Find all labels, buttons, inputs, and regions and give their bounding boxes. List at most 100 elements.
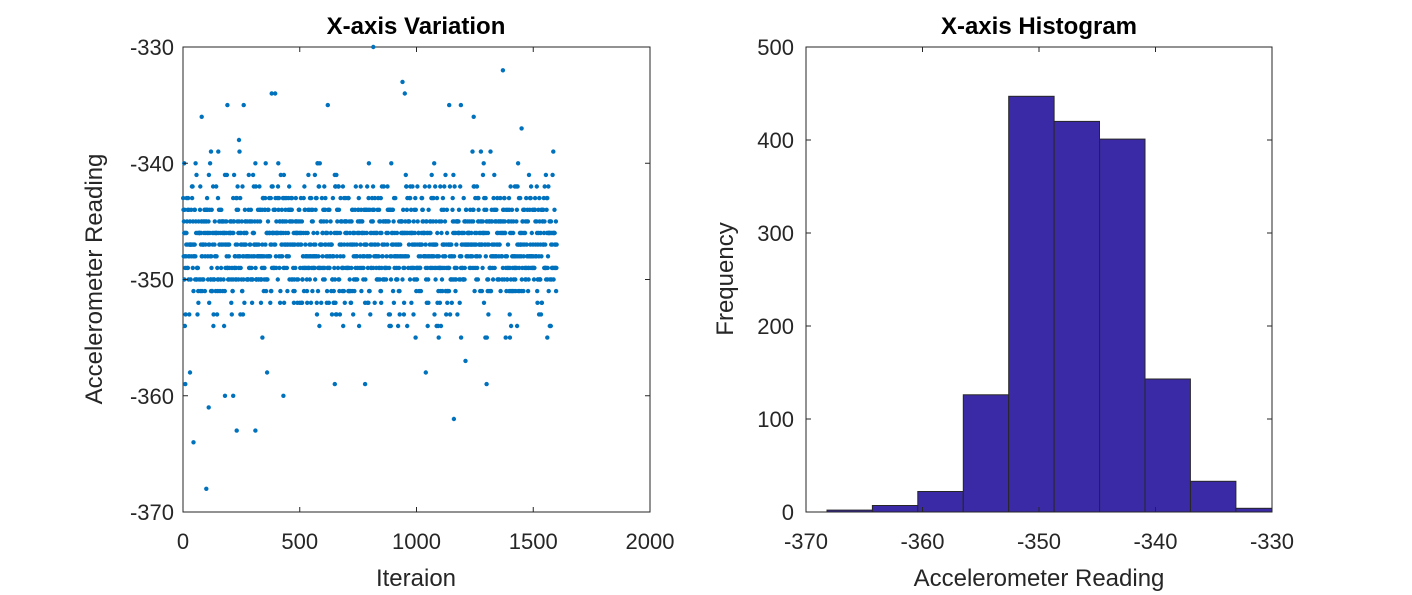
scatter-point [313, 277, 318, 282]
scatter-point [253, 265, 258, 271]
scatter-point [444, 207, 450, 212]
scatter-point [535, 300, 540, 305]
scatter-point [474, 184, 480, 189]
scatter-point [438, 323, 444, 329]
scatter-point [480, 172, 486, 178]
scatter-point [486, 242, 491, 247]
scatter-point [440, 288, 445, 294]
scatter-point [551, 277, 556, 282]
scatter-point [286, 254, 291, 259]
scatter-point [218, 265, 224, 271]
scatter-point [316, 184, 322, 189]
scatter-point [436, 335, 441, 340]
scatter-point [419, 195, 425, 201]
scatter-point [475, 265, 480, 271]
scatter-point [486, 277, 491, 282]
scatter-point [359, 288, 364, 294]
scatter-point [528, 195, 533, 201]
scatter-point [447, 265, 452, 271]
histogram-x-tick-label: -330 [1250, 529, 1294, 554]
scatter-point [333, 300, 338, 305]
scatter-point [295, 277, 301, 282]
scatter-point [401, 300, 407, 305]
scatter-point [293, 265, 298, 271]
histogram-plot: -370 -360 -350 -340 -330 0 100 200 300 400 500 X-… [712, 13, 1294, 592]
scatter-point [542, 184, 547, 189]
scatter-point [268, 195, 273, 201]
scatter-point [411, 312, 416, 317]
scatter-point [312, 265, 317, 271]
scatter-point [334, 172, 339, 178]
scatter-title: X-axis Variation [327, 13, 506, 40]
scatter-point [337, 277, 342, 282]
scatter-point [469, 230, 474, 236]
scatter-point [311, 230, 316, 236]
scatter-point [378, 195, 383, 201]
scatter-point [387, 312, 393, 317]
scatter-point [188, 277, 193, 282]
scatter-point [521, 254, 526, 259]
scatter-point [507, 312, 512, 317]
scatter-point [230, 288, 235, 294]
scatter-point [242, 300, 247, 305]
scatter-point [424, 219, 429, 224]
scatter-point [543, 172, 549, 178]
scatter-point [390, 207, 396, 212]
scatter-point [488, 149, 493, 154]
scatter-point [449, 242, 454, 247]
scatter-point [183, 312, 188, 317]
scatter-point [470, 254, 475, 259]
scatter-point [408, 207, 414, 212]
scatter-point [388, 323, 393, 329]
scatter-point [442, 184, 447, 189]
scatter-point [502, 195, 507, 201]
scatter-point [399, 219, 405, 224]
scatter-point [351, 312, 356, 317]
scatter-point [434, 195, 440, 201]
scatter-point [471, 207, 476, 212]
scatter-point [231, 172, 237, 178]
scatter-point [274, 265, 279, 271]
scatter-point [454, 265, 459, 271]
scatter-point [240, 184, 245, 189]
scatter-point [181, 219, 187, 224]
scatter-point [300, 277, 305, 282]
scatter-point [401, 207, 406, 212]
scatter-point [391, 300, 397, 305]
scatter-point [203, 242, 208, 247]
scatter-point [196, 300, 201, 305]
scatter-point [366, 195, 371, 201]
scatter-point [276, 207, 281, 212]
scatter-point [513, 277, 518, 282]
scatter-point [400, 79, 405, 85]
scatter-point [426, 207, 431, 212]
scatter-point [335, 265, 341, 271]
scatter-point [301, 195, 306, 201]
scatter-point [297, 207, 302, 212]
scatter-point [209, 265, 214, 271]
scatter-point [201, 277, 206, 282]
scatter-point [423, 242, 428, 247]
scatter-point [210, 288, 215, 294]
scatter-point [452, 184, 457, 189]
scatter-point [224, 172, 230, 178]
scatter-point [231, 230, 236, 236]
scatter-point [550, 172, 555, 178]
scatter-point [273, 91, 278, 96]
scatter-point [181, 195, 186, 201]
scatter-point [453, 288, 458, 294]
histogram-bar [1144, 378, 1191, 513]
scatter-point [541, 207, 546, 212]
scatter-point [531, 277, 537, 282]
scatter-point [310, 219, 315, 224]
scatter-point [401, 312, 407, 317]
scatter-point [354, 242, 359, 247]
scatter-point [187, 370, 193, 375]
scatter-point [402, 265, 407, 271]
scatter-point [182, 207, 187, 212]
scatter-point [394, 230, 400, 236]
scatter-point [481, 161, 486, 166]
scatter-point [532, 195, 538, 201]
scatter-point [447, 312, 453, 317]
scatter-point [193, 161, 198, 166]
